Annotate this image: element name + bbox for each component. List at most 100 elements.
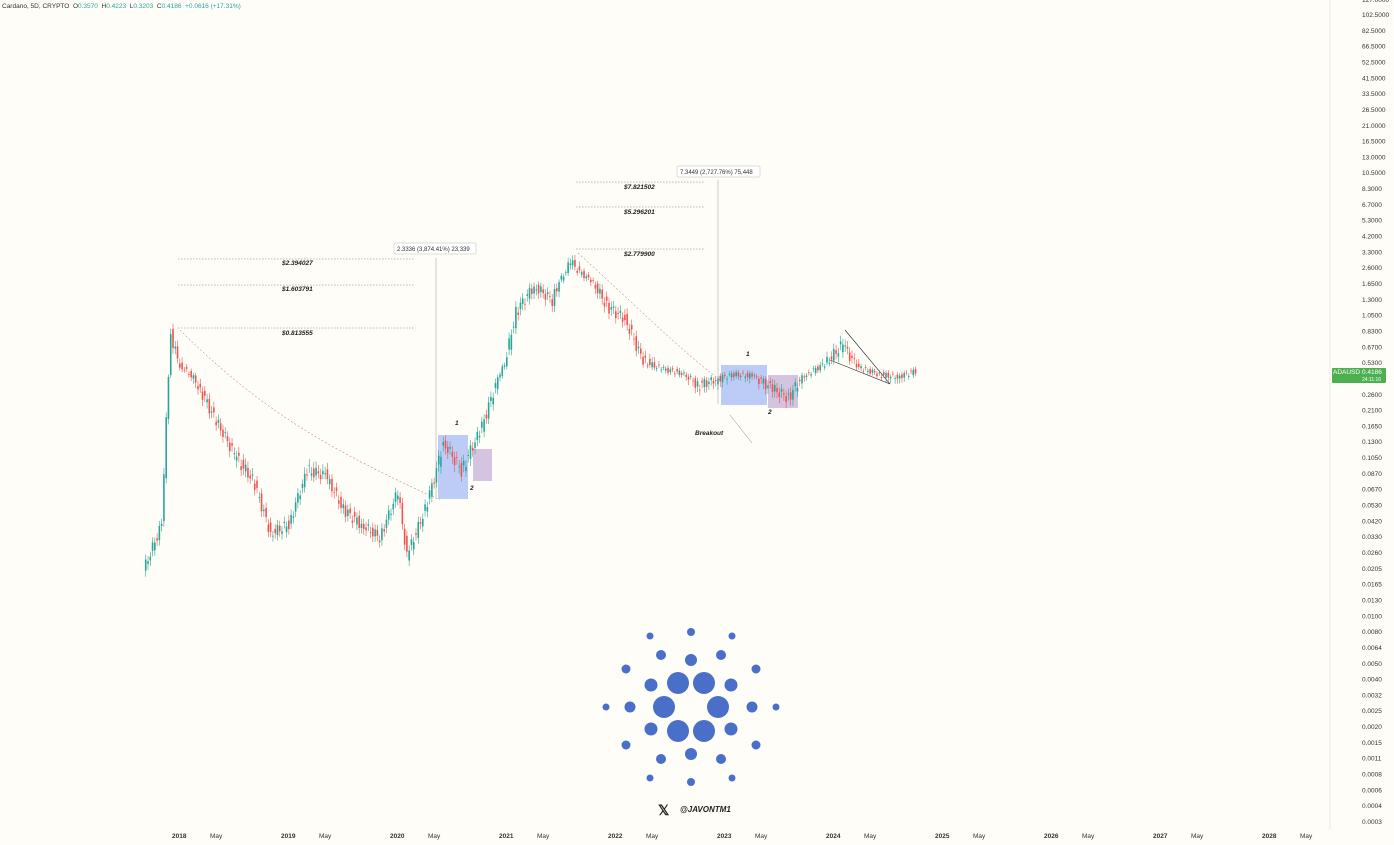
price-tick-label: 66.5000 <box>1362 44 1386 51</box>
wedge-lower <box>829 359 891 385</box>
candle-body <box>471 447 474 451</box>
time-tick-label: 2026 <box>1044 833 1059 840</box>
candle-body <box>846 346 849 349</box>
candle-body <box>240 466 242 471</box>
candle-body <box>914 369 917 374</box>
candle-body <box>147 561 149 564</box>
candle-body <box>156 538 158 541</box>
candle-body <box>851 355 853 359</box>
candle-body <box>542 289 544 294</box>
candle-body <box>258 497 261 499</box>
candle-body <box>599 288 601 294</box>
time-tick-label: May <box>428 833 441 840</box>
candle-body <box>301 484 304 488</box>
candle-body <box>206 399 208 403</box>
candle-body <box>714 379 717 381</box>
time-tick-label: 2022 <box>608 833 623 840</box>
candle-body <box>869 369 871 374</box>
candle-body <box>887 372 890 378</box>
candle-body <box>333 492 336 494</box>
candle-body <box>823 366 826 368</box>
candle-body <box>776 387 778 393</box>
candle-body <box>444 440 447 449</box>
candle-body <box>324 473 326 475</box>
candle-body <box>446 446 449 453</box>
candle-body <box>372 527 374 537</box>
measure-2025-label: 7.3449 (2,727.76%) 75,448 <box>680 170 753 176</box>
price-tick-label: 0.0040 <box>1362 677 1382 684</box>
candle-body <box>910 370 912 372</box>
logo-dot <box>621 740 631 750</box>
price-tick-label: 0.0004 <box>1362 803 1382 810</box>
change-value: +0.0616 (+17.31%) <box>185 3 241 10</box>
candle-body <box>733 373 735 378</box>
candle-body <box>224 432 227 434</box>
price-tick-label: 102.5000 <box>1362 12 1389 19</box>
candle-body <box>353 511 356 517</box>
breakout-label: Breakout <box>695 430 724 437</box>
candle-body <box>608 302 610 314</box>
candle-body <box>571 260 574 266</box>
candle-body <box>576 270 579 273</box>
candle-body <box>710 377 712 381</box>
candle-body <box>451 451 454 457</box>
candle-body <box>833 349 835 361</box>
candle-body <box>306 474 308 476</box>
price-tick-label: 0.0008 <box>1362 772 1382 779</box>
candle-body <box>742 372 744 374</box>
candle-body <box>144 559 147 571</box>
candle-body <box>867 370 869 373</box>
price-tick-label: 41.5000 <box>1362 75 1386 82</box>
candle-body <box>680 373 683 376</box>
time-tick-label: 2020 <box>390 833 405 840</box>
candle-body <box>603 302 606 307</box>
price-tick-label: 0.0032 <box>1362 692 1382 699</box>
candle-body <box>299 495 301 500</box>
candle-body <box>667 367 669 373</box>
candle-body <box>453 457 456 466</box>
candle-body <box>199 383 202 388</box>
candle-body <box>551 299 554 306</box>
candle-body <box>394 492 397 502</box>
candle-body <box>635 336 638 351</box>
candle-body <box>769 381 772 384</box>
logo-dot <box>728 632 736 640</box>
price-tick-label: 82.5000 <box>1362 28 1386 35</box>
candle-body <box>903 373 906 378</box>
candle-body <box>203 390 206 396</box>
candle-body <box>501 366 504 376</box>
candle-body <box>737 372 740 377</box>
candle-body <box>562 276 565 281</box>
price-tick-label: 3.3000 <box>1362 249 1382 256</box>
downtrend-line <box>577 252 721 381</box>
candle-body <box>276 524 279 536</box>
candle-body <box>274 528 276 534</box>
price-tick-label: 0.0420 <box>1362 518 1382 525</box>
breakout-arrow-line <box>729 414 753 444</box>
label-2-2020: 2 <box>469 485 474 492</box>
candle-body <box>412 542 415 550</box>
candle-body <box>181 362 183 370</box>
candle-body <box>406 535 408 552</box>
candle-body <box>185 366 188 369</box>
candle-body <box>294 502 297 512</box>
candle-body <box>583 270 585 279</box>
target-2025-1: $7.821502 <box>623 184 655 191</box>
candle-body <box>219 423 222 431</box>
candle-body <box>367 524 370 526</box>
logo-dot <box>687 628 695 636</box>
candle-body <box>231 443 233 446</box>
logo-dot <box>707 696 729 718</box>
candle-body <box>474 442 476 448</box>
candle-body <box>628 328 631 334</box>
target-2021-1: $2.394027 <box>281 260 313 267</box>
candle-body <box>671 368 674 370</box>
price-tick-label: 0.0165 <box>1362 582 1382 589</box>
candle-body <box>726 378 728 380</box>
tag-price: 0.4186 <box>1362 369 1382 376</box>
candle-body <box>746 372 749 378</box>
candle-body <box>848 352 851 362</box>
candle-body <box>415 533 417 535</box>
candle-body <box>857 363 860 367</box>
